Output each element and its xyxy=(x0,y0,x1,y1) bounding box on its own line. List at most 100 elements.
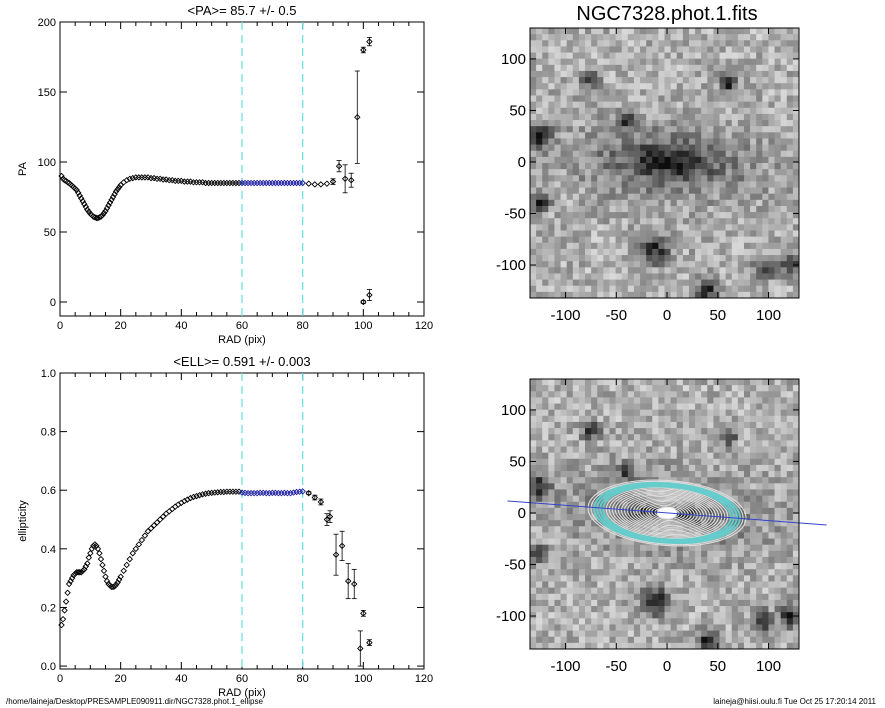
img2-pixel xyxy=(542,575,549,582)
img2-pixel xyxy=(560,385,568,392)
img2-pixel xyxy=(756,428,763,435)
img1-pixel xyxy=(780,285,788,293)
img2-pixel xyxy=(615,452,623,460)
img1-pixel xyxy=(701,107,708,115)
img1-pixel xyxy=(542,261,549,268)
img1-pixel xyxy=(688,273,696,280)
img2-pixel xyxy=(627,385,635,392)
img1-pixel xyxy=(609,169,616,176)
img2-pixel xyxy=(530,434,537,441)
img1-pixel xyxy=(713,28,720,35)
img1-pixel xyxy=(725,138,733,145)
img2-pixel xyxy=(731,397,739,404)
img1-pixel xyxy=(768,261,775,268)
img2-pixel xyxy=(792,501,800,509)
img2-pixel xyxy=(591,556,598,564)
img2-pixel xyxy=(554,520,561,527)
img1-pixel xyxy=(737,89,745,96)
img2-pixel xyxy=(633,630,641,638)
img2-pixel xyxy=(731,612,739,619)
img2-pixel xyxy=(627,550,635,558)
img2-pixel xyxy=(786,379,794,386)
img1-pixel xyxy=(792,187,800,195)
img2-pixel xyxy=(743,599,751,607)
img1-pixel xyxy=(682,248,690,256)
ell-data-point xyxy=(338,542,346,550)
img1-pixel xyxy=(566,113,574,121)
img2-pixel xyxy=(603,612,610,619)
img2-pixel xyxy=(609,556,616,564)
img1-pixel xyxy=(756,230,763,238)
img2-pixel xyxy=(725,593,733,601)
img2-pixel xyxy=(609,446,616,454)
img2-pixel xyxy=(542,501,549,509)
img2-pixel xyxy=(688,477,696,484)
img2-pixel xyxy=(780,397,788,404)
img2-pixel xyxy=(646,550,653,558)
img2-pixel xyxy=(707,514,714,521)
img1-pixel xyxy=(566,175,574,182)
img1-pixel xyxy=(756,181,763,188)
img2-pixel xyxy=(719,550,727,558)
img2-pixel xyxy=(554,434,561,441)
img2-pixel xyxy=(646,391,653,398)
img2-pixel xyxy=(554,642,561,650)
img1-pixel xyxy=(578,255,586,262)
img1-pixel xyxy=(609,163,616,170)
img1-pixel xyxy=(774,242,782,250)
img1-pixel xyxy=(768,156,775,164)
img1-pixel xyxy=(792,230,800,238)
img2-pixel xyxy=(597,538,604,546)
img2-pixel xyxy=(585,409,592,417)
img1-pixel xyxy=(646,46,653,53)
img2-pixel xyxy=(597,409,604,417)
img1-pixel xyxy=(615,150,623,158)
img1-pixel xyxy=(658,126,665,133)
img2-pixel xyxy=(621,391,629,398)
img1-pixel xyxy=(554,285,561,293)
img2-pixel xyxy=(652,471,659,478)
img1-pixel xyxy=(603,199,610,207)
img1-pixel xyxy=(768,230,775,238)
img1-pixel xyxy=(572,95,580,103)
img1-pixel xyxy=(792,95,800,103)
img1-pixel xyxy=(597,193,604,201)
img1-pixel xyxy=(707,64,714,72)
img1-pixel xyxy=(548,126,555,133)
img2-pixel xyxy=(743,391,751,398)
img1-pixel xyxy=(646,169,653,176)
img1-pixel xyxy=(566,120,574,127)
img1-pixel xyxy=(743,113,751,121)
img2-pixel xyxy=(560,464,568,472)
img2-pixel xyxy=(750,612,757,619)
img2-pixel xyxy=(688,526,696,533)
img2-pixel xyxy=(737,391,745,398)
img1-pixel xyxy=(707,236,714,244)
img1-pixel xyxy=(597,255,604,262)
img1-pixel xyxy=(658,193,665,201)
img2-pixel xyxy=(597,618,604,625)
img1-pixel xyxy=(670,285,678,293)
img2-pixel xyxy=(780,409,788,417)
img1-pixel xyxy=(688,285,696,293)
img2-pixel xyxy=(743,612,751,619)
img1-pixel xyxy=(707,113,714,121)
img1-pixel xyxy=(560,199,568,207)
img1-pixel xyxy=(664,199,672,207)
img2-pixel xyxy=(713,526,720,533)
img2-pixel xyxy=(633,544,641,552)
img1-pixel xyxy=(633,199,641,207)
img1-pixel xyxy=(713,279,720,287)
img1-pixel xyxy=(652,58,659,66)
img1-pixel xyxy=(682,101,690,109)
img2-pixel xyxy=(621,428,629,435)
img1-pixel xyxy=(572,218,580,225)
img2-pixel xyxy=(554,618,561,625)
img2-pixel xyxy=(627,452,635,460)
img1-pixel xyxy=(560,273,568,280)
img1-pixel xyxy=(719,248,727,256)
img2-pixel xyxy=(688,563,696,570)
img1-pixel xyxy=(762,181,769,188)
img1-pixel xyxy=(530,285,537,293)
img2-pixel xyxy=(585,550,592,558)
